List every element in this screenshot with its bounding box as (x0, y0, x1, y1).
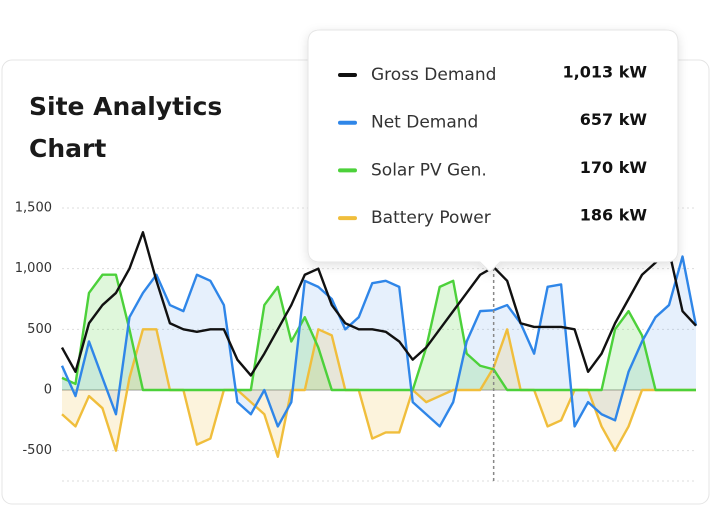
y-tick-label: -500 (22, 443, 52, 458)
y-tick-label: 1,000 (15, 261, 52, 276)
chart-title: Site Analytics (29, 92, 222, 121)
series-line (60, 255, 698, 428)
chart-title: Chart (29, 134, 106, 163)
tooltip: Gross Demand 1,013 kW Net Demand 657 kW Sola… (307, 29, 679, 273)
y-tick-label: 1,500 (15, 201, 52, 216)
legend-label: Gross Demand (371, 65, 496, 85)
series-area (62, 274, 696, 390)
legend-label: Net Demand (371, 113, 478, 133)
series-line (61, 328, 696, 458)
series-area (62, 329, 696, 457)
legend-label: Battery Power (371, 208, 491, 228)
tooltip-value: 186 kW (580, 206, 648, 225)
tooltip-value: 1,013 kW (563, 63, 648, 82)
series-line (61, 273, 696, 392)
y-tick-label: 0 (44, 383, 52, 398)
tooltip-value: 170 kW (580, 158, 648, 177)
legend-label: Solar PV Gen. (371, 160, 487, 180)
y-tick-label: 500 (27, 322, 52, 337)
tooltip-box (307, 29, 679, 273)
series-line (60, 231, 697, 377)
tooltip-value: 657 kW (580, 110, 648, 129)
